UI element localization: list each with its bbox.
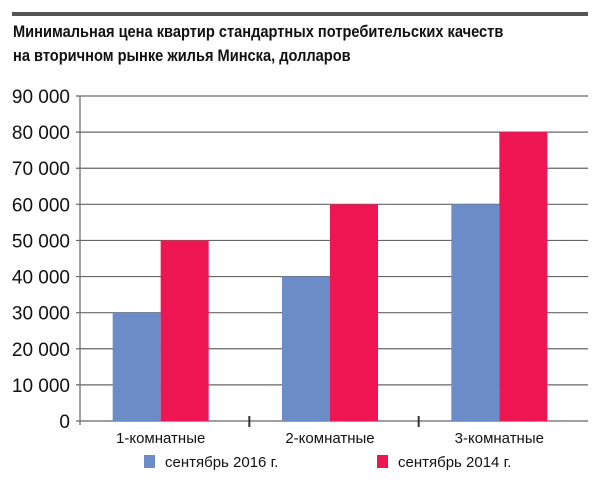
legend-label: сентябрь 2014 г. bbox=[398, 454, 511, 471]
bar-2014-2 bbox=[330, 204, 378, 421]
x-tick-label: 1-комнатные bbox=[116, 430, 205, 447]
y-tick-label: 80 000 bbox=[12, 123, 70, 144]
legend-label: сентябрь 2016 г. bbox=[165, 454, 278, 471]
title-rule bbox=[12, 12, 588, 16]
legend-swatch bbox=[144, 455, 155, 468]
y-tick-label: 70 000 bbox=[12, 159, 70, 180]
y-tick-label: 60 000 bbox=[12, 195, 70, 216]
y-tick-label: 40 000 bbox=[12, 268, 70, 289]
bar-2014-3 bbox=[499, 132, 548, 421]
title-line-2: на вторичном рынке жилья Минска, долларо… bbox=[13, 46, 351, 65]
title-line-1: Минимальная цена квартир стандартных пот… bbox=[13, 22, 504, 41]
x-tick-label: 3-комнатные bbox=[455, 430, 544, 447]
y-tick-label: 90 000 bbox=[12, 87, 70, 108]
y-tick-label: 10 000 bbox=[12, 376, 70, 397]
chart-title: Минимальная цена квартир стандартных пот… bbox=[13, 20, 512, 68]
bar-2016-1 bbox=[112, 312, 161, 421]
y-tick-label: 20 000 bbox=[12, 340, 70, 361]
bar-2016-3 bbox=[451, 204, 500, 421]
x-tick-label: 2-комнатные bbox=[285, 430, 374, 447]
y-tick-label: 30 000 bbox=[12, 304, 70, 325]
bar-2016-2 bbox=[282, 276, 330, 421]
y-tick-label: 0 bbox=[59, 412, 70, 433]
legend-swatch bbox=[377, 455, 388, 468]
y-tick-label: 50 000 bbox=[12, 231, 70, 252]
bar-2014-1 bbox=[160, 240, 209, 421]
